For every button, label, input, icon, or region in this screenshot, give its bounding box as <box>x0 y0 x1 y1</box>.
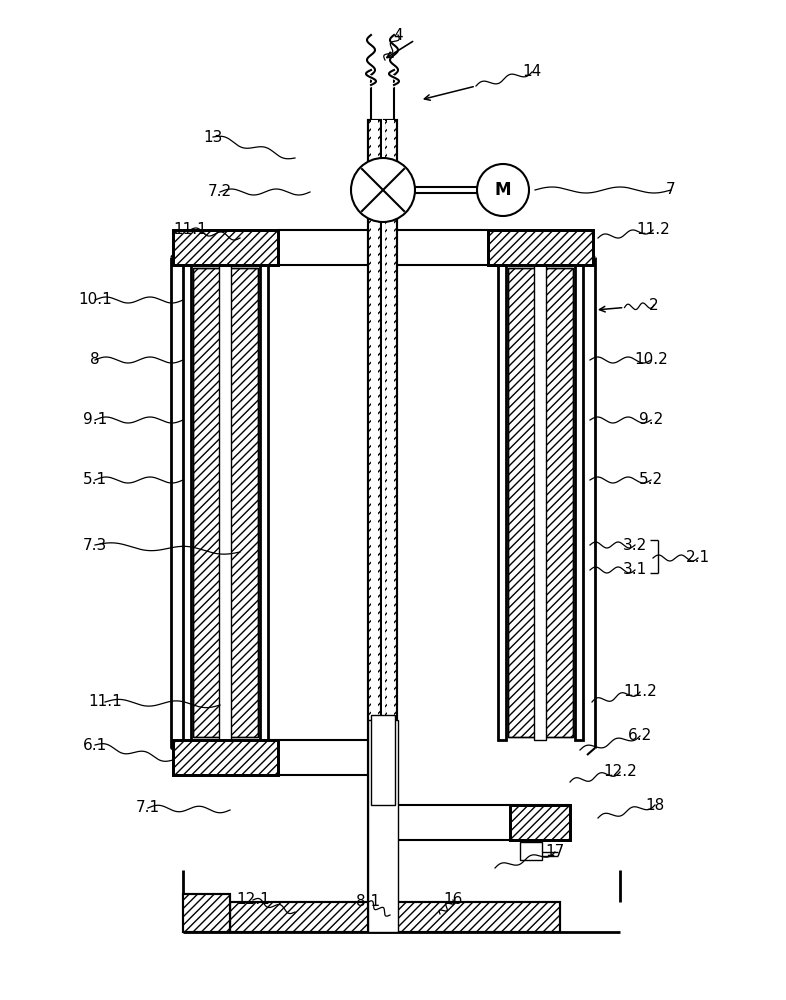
Bar <box>368 120 381 932</box>
Bar <box>488 230 593 265</box>
Bar <box>368 720 398 932</box>
Circle shape <box>477 164 529 216</box>
Bar <box>368 120 381 932</box>
Bar <box>575 265 583 740</box>
Bar <box>384 120 397 932</box>
Text: 7: 7 <box>667 182 676 198</box>
Bar <box>183 265 191 740</box>
Bar <box>384 120 397 932</box>
Text: 3.2: 3.2 <box>623 538 647 552</box>
Circle shape <box>351 158 415 222</box>
Bar <box>173 740 278 775</box>
Text: 7.3: 7.3 <box>83 538 107 552</box>
Bar <box>545 268 573 737</box>
Text: 11.1: 11.1 <box>88 694 122 710</box>
Text: M: M <box>494 181 511 199</box>
Bar <box>230 268 258 737</box>
Text: 12.1: 12.1 <box>236 892 270 908</box>
Bar <box>371 120 378 932</box>
Text: 9.1: 9.1 <box>83 412 107 428</box>
Bar <box>510 805 570 840</box>
Bar <box>488 230 593 265</box>
Text: 2.1: 2.1 <box>686 550 710 566</box>
Text: 17: 17 <box>545 844 564 859</box>
Bar <box>183 894 230 932</box>
Text: 5.2: 5.2 <box>639 473 663 488</box>
Text: 9.2: 9.2 <box>639 412 663 428</box>
Bar <box>230 902 560 932</box>
Bar <box>193 268 221 737</box>
Bar <box>387 120 394 932</box>
Text: 7.1: 7.1 <box>136 800 160 816</box>
Bar <box>510 805 570 840</box>
Text: 3.1: 3.1 <box>623 562 647 578</box>
Bar <box>382 120 385 932</box>
Text: 8.1: 8.1 <box>356 894 380 910</box>
Text: 6.2: 6.2 <box>628 728 652 744</box>
Text: 10.1: 10.1 <box>78 292 112 308</box>
Text: 18: 18 <box>645 798 665 812</box>
Bar <box>545 268 573 737</box>
Text: 12.2: 12.2 <box>603 764 637 780</box>
Bar <box>371 715 395 805</box>
Text: 4: 4 <box>393 27 402 42</box>
Bar <box>173 230 278 265</box>
Bar <box>498 265 506 740</box>
Text: 11.1: 11.1 <box>173 223 207 237</box>
Text: 11.2: 11.2 <box>623 684 657 700</box>
Bar <box>508 268 536 737</box>
Text: 7.2: 7.2 <box>208 184 232 200</box>
Text: 6.1: 6.1 <box>83 738 107 752</box>
Text: 16: 16 <box>443 892 463 908</box>
Bar <box>520 842 542 860</box>
Text: 8: 8 <box>90 353 100 367</box>
Bar <box>230 902 560 932</box>
Bar <box>173 230 278 265</box>
Text: 11.2: 11.2 <box>636 223 670 237</box>
Text: 13: 13 <box>204 129 222 144</box>
Bar <box>183 894 230 932</box>
Text: 5.1: 5.1 <box>83 473 107 488</box>
Text: 2: 2 <box>649 298 659 312</box>
Bar <box>193 268 221 737</box>
Bar <box>173 740 278 775</box>
Text: 14: 14 <box>523 64 542 80</box>
Bar <box>508 268 536 737</box>
Bar <box>219 265 231 740</box>
Text: 10.2: 10.2 <box>634 353 668 367</box>
Bar <box>260 265 268 740</box>
Bar <box>230 268 258 737</box>
Bar <box>534 265 546 740</box>
